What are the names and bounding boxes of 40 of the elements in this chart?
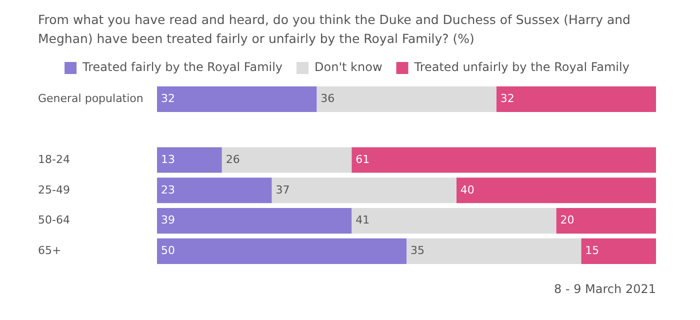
data-label: 13	[161, 152, 175, 166]
data-label: 41	[356, 214, 370, 227]
bar	[157, 238, 406, 264]
legend-label: Don't know	[314, 60, 382, 74]
bar	[272, 178, 456, 204]
data-label: 32	[500, 92, 514, 106]
data-label: 61	[356, 152, 370, 166]
bar	[496, 86, 656, 112]
bar	[316, 86, 496, 112]
y-tick-label: 65+	[38, 244, 62, 258]
bar	[157, 208, 352, 234]
bar	[157, 178, 272, 204]
y-tick-label: General population	[38, 92, 144, 106]
data-label: 20	[560, 214, 574, 227]
y-tick-label: 18-24	[38, 152, 70, 166]
legend-label: Treated fairly by the Royal Family	[82, 60, 283, 74]
bar	[157, 86, 317, 112]
data-label: 50	[161, 244, 175, 258]
data-label: 37	[276, 183, 290, 196]
bar	[157, 147, 222, 173]
data-label: 15	[585, 244, 600, 258]
data-label: 32	[161, 92, 175, 106]
data-label: 35	[410, 244, 424, 258]
bar	[581, 238, 656, 264]
bar	[556, 208, 656, 234]
y-tick-label: 25-49	[38, 183, 70, 196]
legend-label: Treated unfairly by the Royal Family	[413, 60, 630, 74]
data-label: 40	[460, 183, 474, 196]
data-label: 26	[226, 152, 240, 166]
text: 8 - 9 March 2021	[554, 282, 656, 296]
bar	[222, 147, 352, 173]
y-tick-label: 50-64	[38, 214, 70, 227]
bar	[406, 238, 582, 264]
bar	[352, 147, 656, 173]
data-label: 39	[161, 214, 175, 227]
chart-title: From what you have read and heard, do you think the Duke and Duchess of Sussex (Harry and Meghan) have been treated fairly or unfairly by the Royal Family? (%)	[37, 11, 632, 48]
bar	[456, 178, 656, 204]
data-label: 36	[320, 92, 335, 106]
bar	[352, 208, 556, 234]
data-label: 23	[161, 183, 175, 196]
